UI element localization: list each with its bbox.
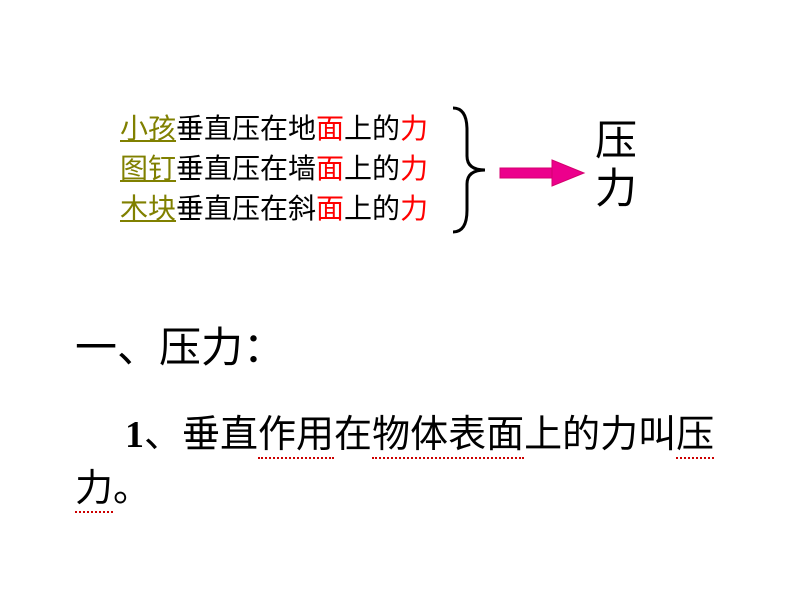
example-row-1: 小孩垂直压在地面上的力	[120, 110, 428, 150]
arrow-icon	[498, 158, 588, 188]
text-3b: 上的	[344, 194, 400, 225]
section-heading: 一、压力：	[75, 314, 285, 375]
text-2b: 上的	[344, 154, 400, 185]
text-1a: 垂直压在地	[176, 114, 316, 145]
force-2: 力	[400, 154, 428, 185]
definition-text: 1、垂直作用在物体表面上的力叫压力。	[75, 408, 715, 516]
text-1b: 上的	[344, 114, 400, 145]
subject-2: 图钉	[120, 154, 176, 185]
example-row-3: 木块垂直压在斜面上的力	[120, 190, 428, 230]
def-t1: 垂直	[182, 414, 258, 456]
def-t2: 在	[334, 414, 372, 456]
force-3: 力	[400, 194, 428, 225]
surface-2: 面	[316, 154, 344, 185]
force-1: 力	[400, 114, 428, 145]
text-2a: 垂直压在墙	[176, 154, 316, 185]
def-u2: 物体表面	[372, 414, 524, 459]
def-t4: 。	[113, 468, 151, 510]
result-label: 压 力	[595, 118, 637, 214]
brace-icon	[445, 100, 495, 240]
def-t3: 上的力叫	[524, 414, 676, 456]
example-row-2: 图钉垂直压在墙面上的力	[120, 150, 428, 190]
def-sep: 、	[144, 414, 182, 456]
example-list: 小孩垂直压在地面上的力 图钉垂直压在墙面上的力 木块垂直压在斜面上的力	[120, 110, 428, 230]
def-u1: 作用	[258, 414, 334, 459]
def-number: 1	[125, 414, 144, 456]
result-line-2: 力	[595, 166, 637, 214]
subject-1: 小孩	[120, 114, 176, 145]
subject-3: 木块	[120, 194, 176, 225]
text-3a: 垂直压在斜	[176, 194, 316, 225]
surface-3: 面	[316, 194, 344, 225]
surface-1: 面	[316, 114, 344, 145]
result-line-1: 压	[595, 118, 637, 166]
